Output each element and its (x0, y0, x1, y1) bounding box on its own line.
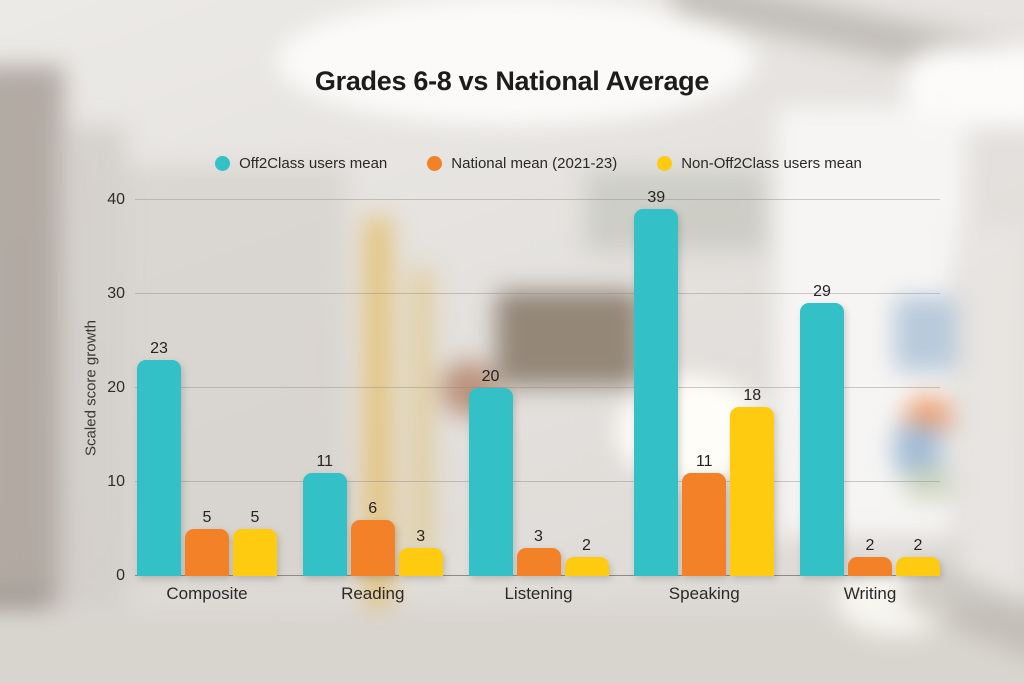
legend-item-non-off2class: Non-Off2Class users mean (657, 155, 862, 172)
y-tick-label: 10 (107, 473, 125, 490)
y-tick-label: 20 (107, 379, 125, 396)
x-category-label: Writing (843, 584, 897, 603)
gridline (135, 481, 940, 482)
bar-off2class-users-mean-reading (302, 472, 347, 576)
legend-item-off2class: Off2Class users mean (215, 155, 387, 172)
bars-row: 23 5 5 (137, 200, 277, 576)
bg-blob (0, 66, 64, 683)
bar-value-label: 2 (913, 537, 923, 555)
x-category-label: Composite (166, 584, 248, 603)
bar-non-off2class-users-mean-composite (233, 529, 277, 576)
bar-non-off2class-users-mean-reading (398, 547, 443, 576)
bar-value-label: 2 (582, 537, 591, 555)
bar-value-label: 3 (534, 527, 543, 545)
legend-label: National mean (2021-23) (451, 155, 618, 172)
bar-col: 39 (634, 189, 679, 576)
x-category-label: Listening (504, 584, 573, 603)
bar-value-label: 11 (316, 452, 334, 470)
bar-off2class-users-mean-speaking (634, 209, 679, 576)
bar-col: 3 (398, 527, 443, 576)
bar-col: 2 (896, 538, 940, 576)
plot-area: Scaled score growth 23 5 5 Composite 11 6 3 Rea… (83, 190, 940, 603)
bars-row: 20 3 2 (468, 200, 609, 576)
bar-group-writing: 29 2 2 Writing (800, 200, 940, 603)
bar-off2class-users-mean-listening (468, 388, 513, 576)
bar-col: 3 (516, 527, 561, 576)
bar-value-label: 11 (695, 452, 713, 470)
bar-value-label: 5 (250, 509, 260, 526)
bar-non-off2class-users-mean-speaking (730, 406, 775, 576)
bar-col: 11 (682, 452, 727, 576)
bar-value-label: 2 (865, 537, 875, 555)
bg-blob (894, 424, 942, 474)
bar-value-label: 5 (202, 509, 212, 526)
bar-group-composite: 23 5 5 Composite (137, 200, 277, 603)
legend: Off2Class users mean National mean (2021… (137, 155, 940, 172)
bar-non-off2class-users-mean-listening (564, 557, 609, 576)
bar-col: 5 (233, 510, 277, 576)
bar-col: 6 (350, 499, 395, 576)
bar-group-reading: 11 6 3 Reading (302, 200, 443, 603)
y-tick-label: 40 (107, 191, 125, 208)
bar-col: 20 (468, 368, 513, 576)
bar-national-mean-2021-23-composite (185, 529, 229, 576)
bar-col: 18 (730, 386, 775, 576)
bars-row: 39 11 18 (634, 190, 775, 576)
legend-swatch-orange-icon (427, 156, 443, 171)
bar-value-label: 3 (416, 527, 426, 545)
bg-blob (411, 266, 432, 556)
gridline (135, 199, 940, 200)
bg-blob (906, 468, 950, 500)
legend-item-national: National mean (2021-23) (427, 155, 617, 172)
bar-groups: 23 5 5 Composite 11 6 3 Reading 20 3 2 Listening 39 1… (137, 190, 940, 603)
bg-blob (276, 0, 756, 126)
bar-national-mean-2021-23-writing (848, 557, 892, 576)
bar-off2class-users-mean-writing (800, 303, 844, 576)
x-category-label: Reading (341, 584, 405, 603)
bar-group-speaking: 39 11 18 Speaking (634, 190, 775, 603)
gridline (135, 387, 940, 388)
bg-blob (496, 291, 641, 386)
bar-group-listening: 20 3 2 Listening (468, 200, 609, 603)
legend-swatch-yellow-icon (657, 156, 673, 171)
bg-blob (894, 296, 956, 372)
gridline (135, 293, 940, 294)
legend-label: Non-Off2Class users mean (681, 155, 862, 172)
chart-title: Grades 6-8 vs National Average (314, 66, 710, 96)
bar-value-label: 29 (813, 283, 831, 301)
bar-off2class-users-mean-composite (137, 359, 181, 576)
bar-value-label: 6 (368, 499, 378, 517)
bar-col: 2 (848, 538, 892, 576)
y-tick-label: 0 (116, 567, 125, 584)
bg-blob (954, 266, 958, 666)
legend-swatch-teal-icon (215, 156, 231, 171)
x-category-label: Speaking (668, 584, 740, 603)
bar-value-label: 18 (743, 386, 762, 404)
bar-col: 5 (185, 510, 229, 576)
bar-value-label: 23 (150, 339, 168, 357)
bar-national-mean-2021-23-speaking (682, 472, 727, 576)
bar-national-mean-2021-23-listening (516, 547, 561, 576)
bar-col: 23 (137, 339, 181, 576)
bars-row: 11 6 3 (302, 200, 443, 576)
bar-non-off2class-users-mean-writing (896, 557, 940, 576)
bar-national-mean-2021-23-reading (350, 519, 395, 576)
bar-col: 29 (800, 284, 844, 576)
bg-blob (56, 126, 126, 646)
bar-col: 11 (302, 452, 347, 576)
legend-label: Off2Class users mean (239, 155, 388, 172)
y-tick-label: 30 (107, 285, 125, 302)
bars-row: 29 2 2 (800, 200, 940, 576)
bar-col: 2 (564, 537, 609, 576)
bar-value-label: 39 (647, 189, 666, 207)
bar-value-label: 20 (481, 368, 500, 385)
